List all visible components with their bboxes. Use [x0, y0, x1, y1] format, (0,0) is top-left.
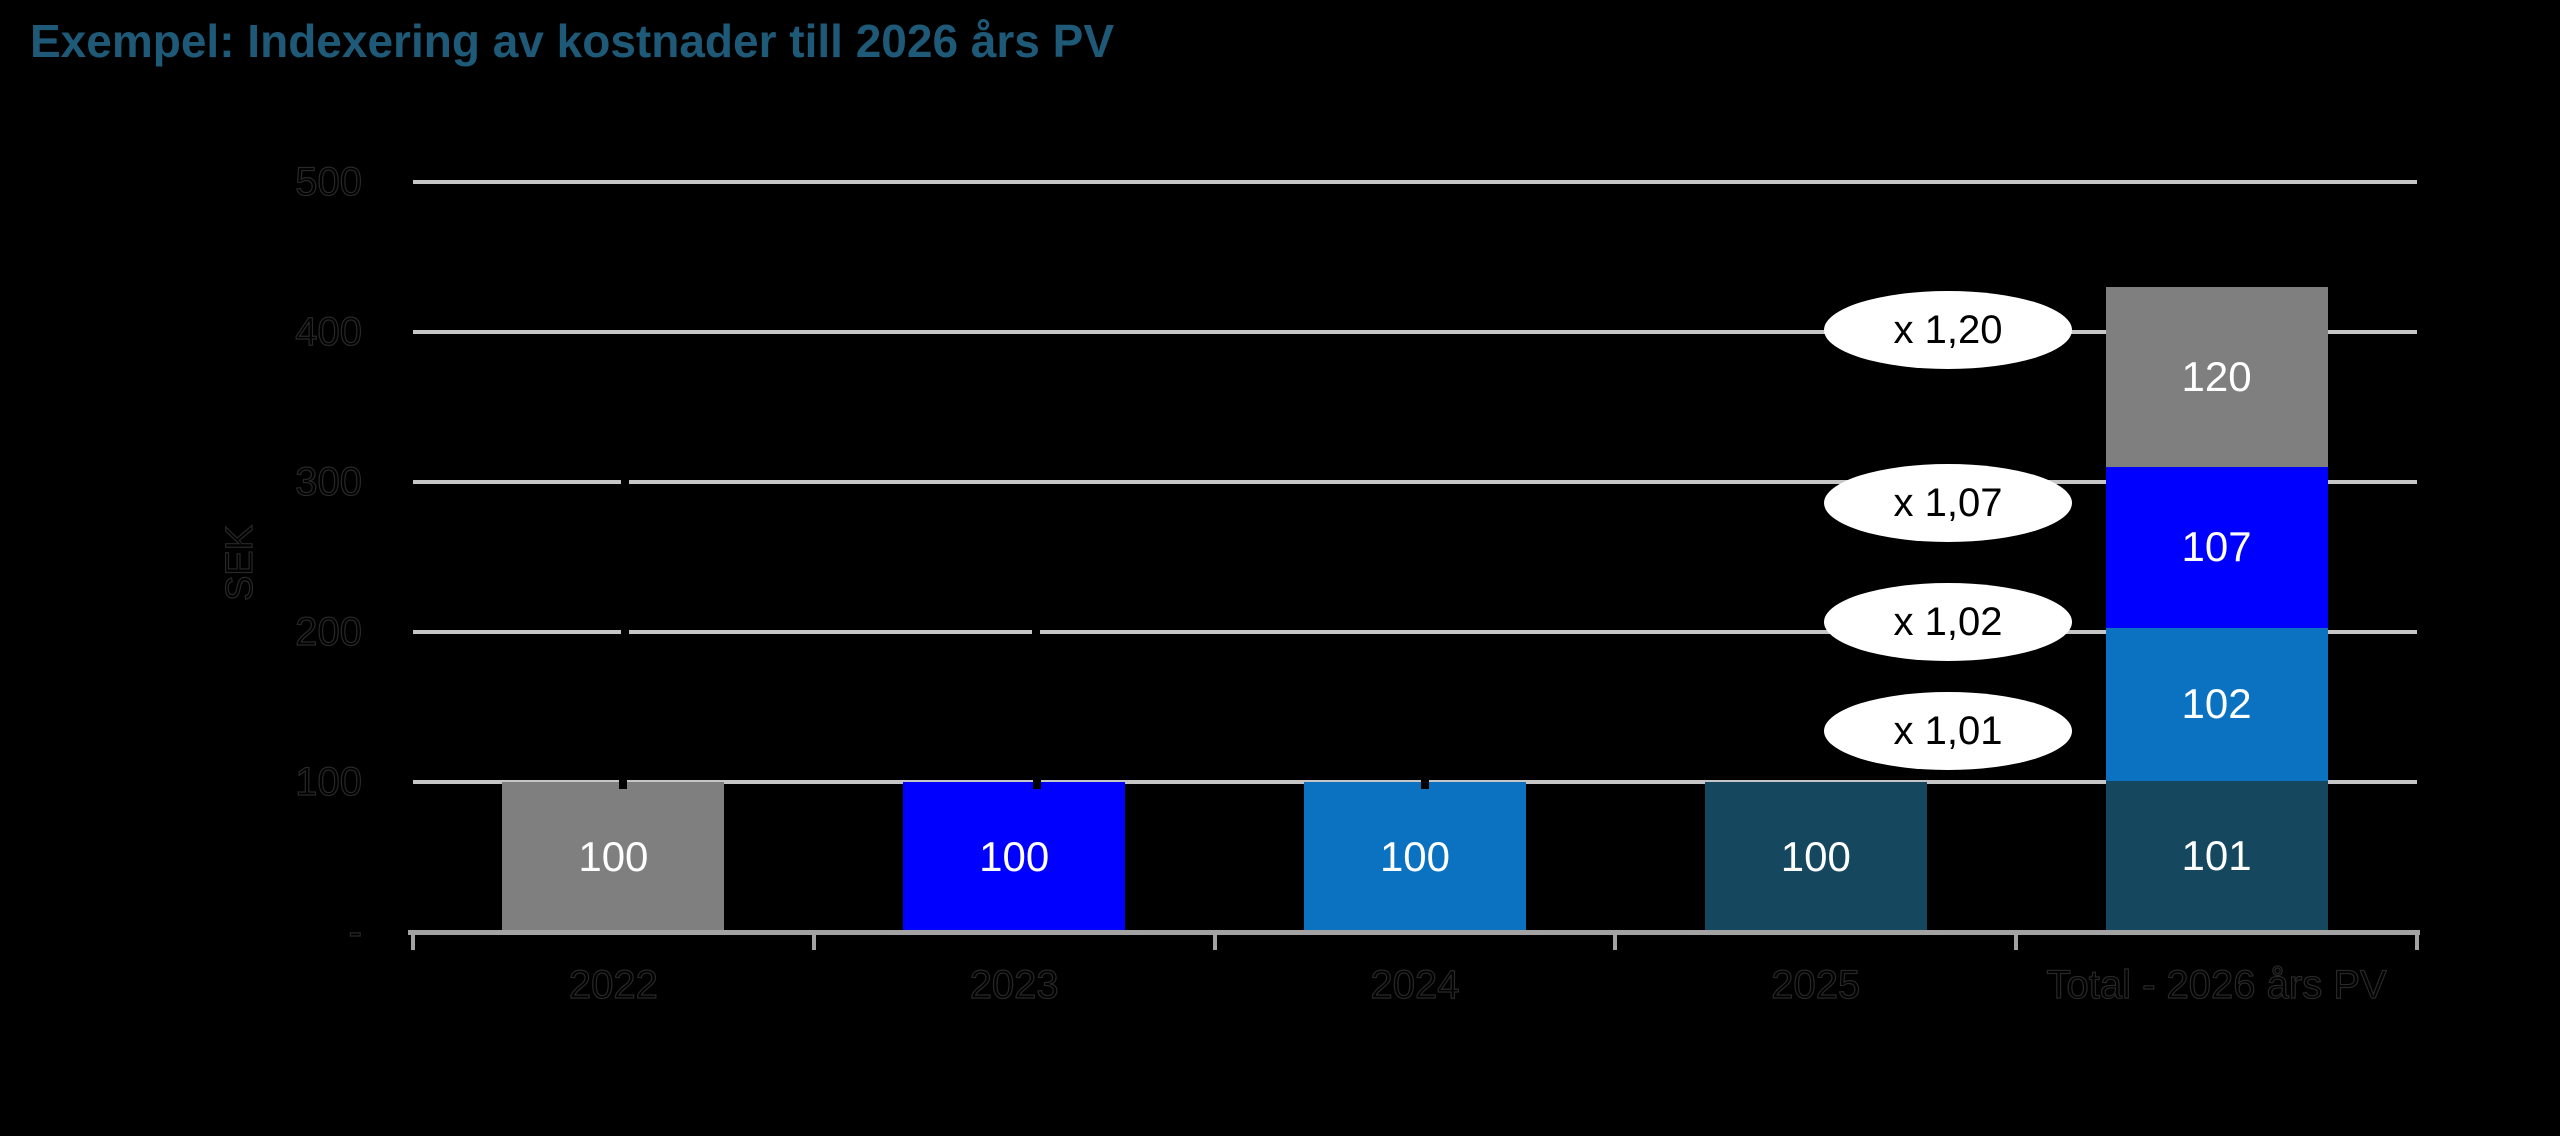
- bar-segment: 100: [502, 782, 725, 932]
- axis-tick: [2014, 932, 2019, 950]
- bar-value-label: 100: [1780, 833, 1851, 880]
- bar-value-label: 100: [578, 833, 649, 880]
- bar-segment: 101: [2105, 780, 2328, 932]
- gridline-gap-mark: [619, 775, 627, 789]
- bar-segment: 107: [2105, 467, 2328, 628]
- category-label: 2022: [568, 962, 658, 1007]
- bar-segment: 100: [1304, 782, 1526, 932]
- axis-tick: [411, 932, 415, 950]
- bar-value-label: 101: [2181, 832, 2252, 880]
- bar-segment: 100: [903, 782, 1126, 932]
- axis-tick: [1613, 932, 1618, 950]
- multiplier-label: x 1,01: [1893, 709, 2003, 753]
- gridline-gap-mark: [1032, 625, 1040, 639]
- y-axis-tick-label: -: [348, 909, 363, 954]
- gridline: [413, 630, 2417, 634]
- bar-value-label: 102: [2181, 680, 2252, 727]
- gridline-gap-mark: [621, 475, 629, 489]
- y-axis-tick-label: 100: [295, 759, 363, 804]
- bar-segment: 100: [1704, 782, 1927, 932]
- y-axis-tick-label: 300: [295, 459, 363, 504]
- multiplier-badge: x 1,07: [1824, 464, 2072, 542]
- multiplier-badge: x 1,02: [1824, 583, 2072, 661]
- bar-value-label: 100: [1379, 833, 1451, 880]
- bar-segment: 120: [2105, 287, 2328, 467]
- y-axis-tick-label: 200: [295, 609, 363, 654]
- x-axis-line: [408, 930, 2420, 935]
- category-label: Total - 2026 års PV: [2046, 962, 2387, 1007]
- bar-value-label: 107: [2181, 523, 2252, 571]
- category-label: 2024: [1370, 962, 1460, 1007]
- axis-tick: [1212, 932, 1217, 950]
- category-label: 2025: [1771, 962, 1861, 1007]
- y-axis-tick-label: 400: [295, 309, 363, 354]
- multiplier-badge: x 1,01: [1824, 692, 2072, 770]
- chart-title: Exempel: Indexering av kostnader till 20…: [30, 15, 1115, 67]
- multiplier-label: x 1,20: [1893, 308, 2003, 352]
- gridline-gap-mark: [1421, 775, 1429, 789]
- bar-value-label: 100: [979, 833, 1050, 880]
- multiplier-label: x 1,02: [1893, 600, 2003, 644]
- gridline: [413, 330, 2417, 334]
- gridline: [413, 180, 2417, 184]
- axis-tick: [811, 932, 816, 950]
- bar-segment: 102: [2105, 627, 2328, 781]
- gridline-gap-mark: [621, 625, 629, 639]
- y-axis-tick-label: 500: [295, 159, 363, 204]
- gridline-gap-mark: [1033, 775, 1041, 789]
- multiplier-label: x 1,07: [1893, 481, 2003, 525]
- category-label: 2023: [969, 962, 1059, 1007]
- multiplier-badge: x 1,20: [1824, 291, 2072, 369]
- bar-value-label: 120: [2181, 353, 2252, 400]
- gridline: [413, 480, 2417, 484]
- y-axis-title: SEK: [218, 524, 261, 602]
- axis-tick: [2415, 932, 2419, 950]
